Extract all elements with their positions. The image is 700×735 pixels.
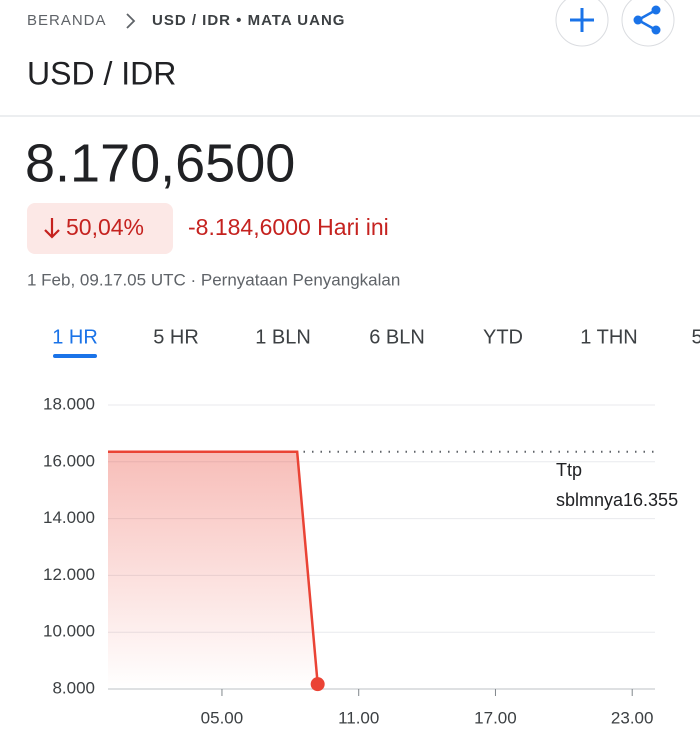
range-tab[interactable]: 6 BLN [369,326,425,348]
change-badge [27,203,173,254]
change-value: -8.184,6000 Hari ini [188,214,389,240]
range-tab[interactable]: 5 HR [153,326,199,348]
last-point [310,677,325,692]
timestamp: 1 Feb, 09.17.05 UTC · Pernyataan Penyang… [27,270,400,289]
x-tick-label: 05.00 [201,708,244,727]
page-title: USD / IDR [27,55,176,91]
previous-close-label: sblmnya16.355 [556,490,678,510]
range-tab[interactable]: 1 HR [52,326,98,348]
y-tick-label: 12.000 [43,565,95,584]
y-tick-label: 8.000 [52,678,95,697]
add-button[interactable] [555,0,609,47]
price-line [108,450,319,685]
breadcrumb-home[interactable]: BERANDA [27,12,107,29]
x-tick-label: 11.00 [338,708,379,727]
price: 8.170,6500 [25,133,295,193]
range-tab[interactable]: 5 [691,326,700,348]
range-tabs: 1 HR 5 HR 1 BLN 6 BLN YTD 1 THN 5 [52,326,700,358]
share-button[interactable] [621,0,675,47]
change-percent: 50,04% [66,214,144,240]
x-tick-label: 17.00 [474,708,517,727]
y-tick-label: 14.000 [43,508,95,527]
chart: 8.000 10.000 12.000 14.000 16.000 18.000 05.00… [43,394,678,727]
range-tab[interactable]: 1 BLN [255,326,311,348]
y-tick-label: 18.000 [43,394,95,413]
down-arrow [44,218,60,239]
active-tab-indicator [53,354,97,358]
x-tick-label: 23.00 [611,708,654,727]
y-tick-label: 10.000 [43,622,95,641]
area [108,451,318,689]
y-tick-label: 16.000 [43,451,95,470]
breadcrumb-current: USD / IDR • MATA UANG [152,12,345,29]
range-tab[interactable]: YTD [483,326,523,348]
range-tab[interactable]: 1 THN [580,326,637,348]
previous-close-label: Ttp [556,460,582,480]
breadcrumb-separator [126,13,136,29]
